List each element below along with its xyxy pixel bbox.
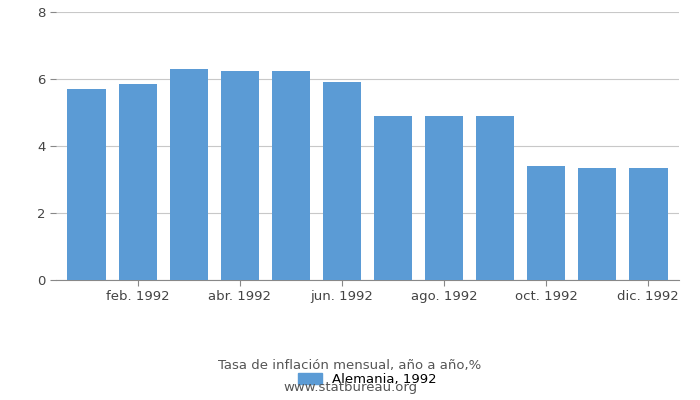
- Bar: [527, 166, 566, 280]
- Legend: Alemania, 1992: Alemania, 1992: [298, 372, 437, 386]
- Bar: [169, 69, 208, 280]
- Bar: [323, 82, 361, 280]
- Bar: [118, 84, 157, 280]
- Text: www.statbureau.org: www.statbureau.org: [283, 381, 417, 394]
- Bar: [629, 168, 668, 280]
- Bar: [67, 89, 106, 280]
- Bar: [220, 71, 259, 280]
- Bar: [578, 168, 617, 280]
- Text: Tasa de inflación mensual, año a año,%: Tasa de inflación mensual, año a año,%: [218, 360, 482, 372]
- Bar: [425, 116, 463, 280]
- Bar: [476, 116, 514, 280]
- Bar: [374, 116, 412, 280]
- Bar: [272, 71, 310, 280]
